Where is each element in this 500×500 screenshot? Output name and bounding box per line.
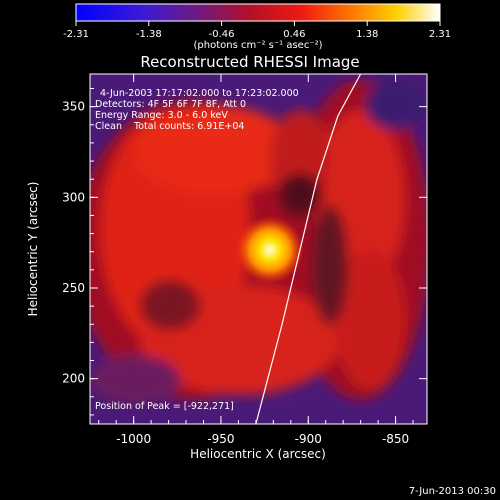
colorbar-ticks: -2.31 -1.38 -0.46 0.46 1.38 2.31 (63, 21, 451, 40)
colorbar-tick-label: 0.46 (283, 29, 305, 40)
annotation-time: 4-Jun-2003 17:17:02.000 to 17:23:02.000 (100, 88, 299, 99)
x-tick-label: -850 (382, 432, 409, 446)
axis-ticks: -1000 -950 -900 -850 200 250 300 350 (62, 74, 427, 446)
peak-hotspot (235, 215, 304, 284)
solar-limb-curve (255, 74, 362, 424)
y-tick-label: 250 (62, 281, 85, 295)
x-tick-label: -950 (207, 432, 234, 446)
heatmap-image (90, 74, 427, 424)
colorbar-unit-label: (photons cm⁻² s⁻¹ asec⁻²) (193, 40, 322, 51)
chart-title: Reconstructed RHESSI Image (140, 53, 359, 71)
colorbar-tick-label: 1.38 (356, 29, 378, 40)
x-tick-label: -1000 (116, 432, 151, 446)
annotation-energy: Energy Range: 3.0 - 6.0 keV (95, 110, 228, 121)
y-tick-label: 350 (62, 100, 85, 114)
colorbar (75, 3, 441, 22)
x-tick-label: -900 (295, 432, 322, 446)
colorbar-tick-label: -1.38 (136, 29, 162, 40)
colorbar-tick-label: 2.31 (429, 29, 451, 40)
colorbar-tick-label: -0.46 (209, 29, 235, 40)
colorbar-tick-label: -2.31 (63, 29, 89, 40)
y-tick-label: 300 (62, 190, 85, 204)
annotation-detectors: Detectors: 4F 5F 6F 7F 8F, Att 0 (95, 99, 246, 110)
y-axis-label: Heliocentric Y (arcsec) (26, 182, 40, 317)
footer-date: 7-Jun-2013 00:30 (409, 486, 496, 497)
annotation-peak: Position of Peak = [-922,271] (95, 401, 234, 412)
plot-frame (89, 73, 428, 425)
x-axis-label: Heliocentric X (arcsec) (190, 447, 326, 461)
y-tick-label: 200 (62, 372, 85, 386)
annotation-clean: Clean Total counts: 6.91E+04 (95, 121, 244, 132)
